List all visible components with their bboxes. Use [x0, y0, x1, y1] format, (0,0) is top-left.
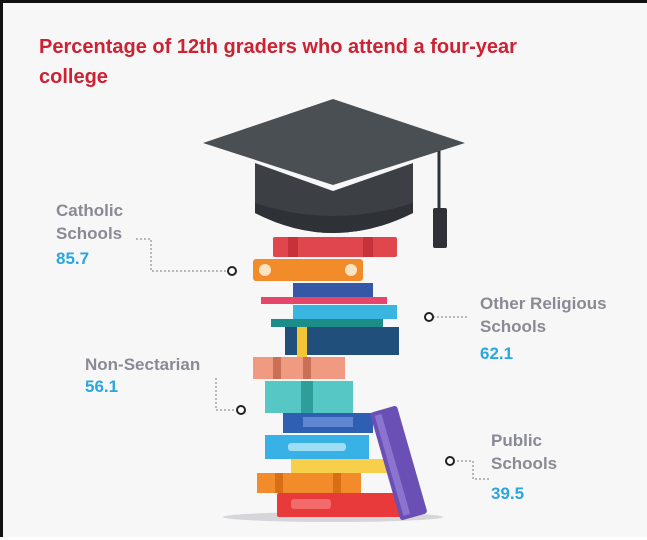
value-non-sectarian: 56.1 — [85, 377, 119, 396]
book-stack-illustration — [136, 99, 489, 522]
book-orange — [253, 259, 363, 281]
book-navy — [293, 283, 373, 297]
value-catholic-schools: 85.7 — [56, 249, 90, 268]
book-teal-thin — [271, 319, 383, 327]
value-other-religious-schools: 62.1 — [480, 344, 514, 363]
book-stack — [253, 237, 427, 520]
book-pink — [261, 297, 387, 304]
label-public-schools: Public Schools — [491, 431, 558, 473]
value-public-schools: 39.5 — [491, 484, 525, 503]
book-salmon — [253, 357, 345, 379]
label-other-religious-schools: Other Religious Schools — [480, 294, 607, 336]
callout-lines — [136, 238, 489, 480]
book-cyan — [293, 305, 397, 319]
label-non-sectarian: Non-Sectarian — [85, 355, 201, 374]
book-yellow — [291, 459, 387, 473]
chart-title: Percentage of 12th graders who attend a … — [39, 36, 517, 88]
book-orange-bottom — [257, 473, 361, 493]
graduation-cap-icon — [203, 99, 465, 248]
callout-dots — [227, 266, 455, 466]
label-catholic-schools: Catholic Schools — [56, 201, 124, 243]
